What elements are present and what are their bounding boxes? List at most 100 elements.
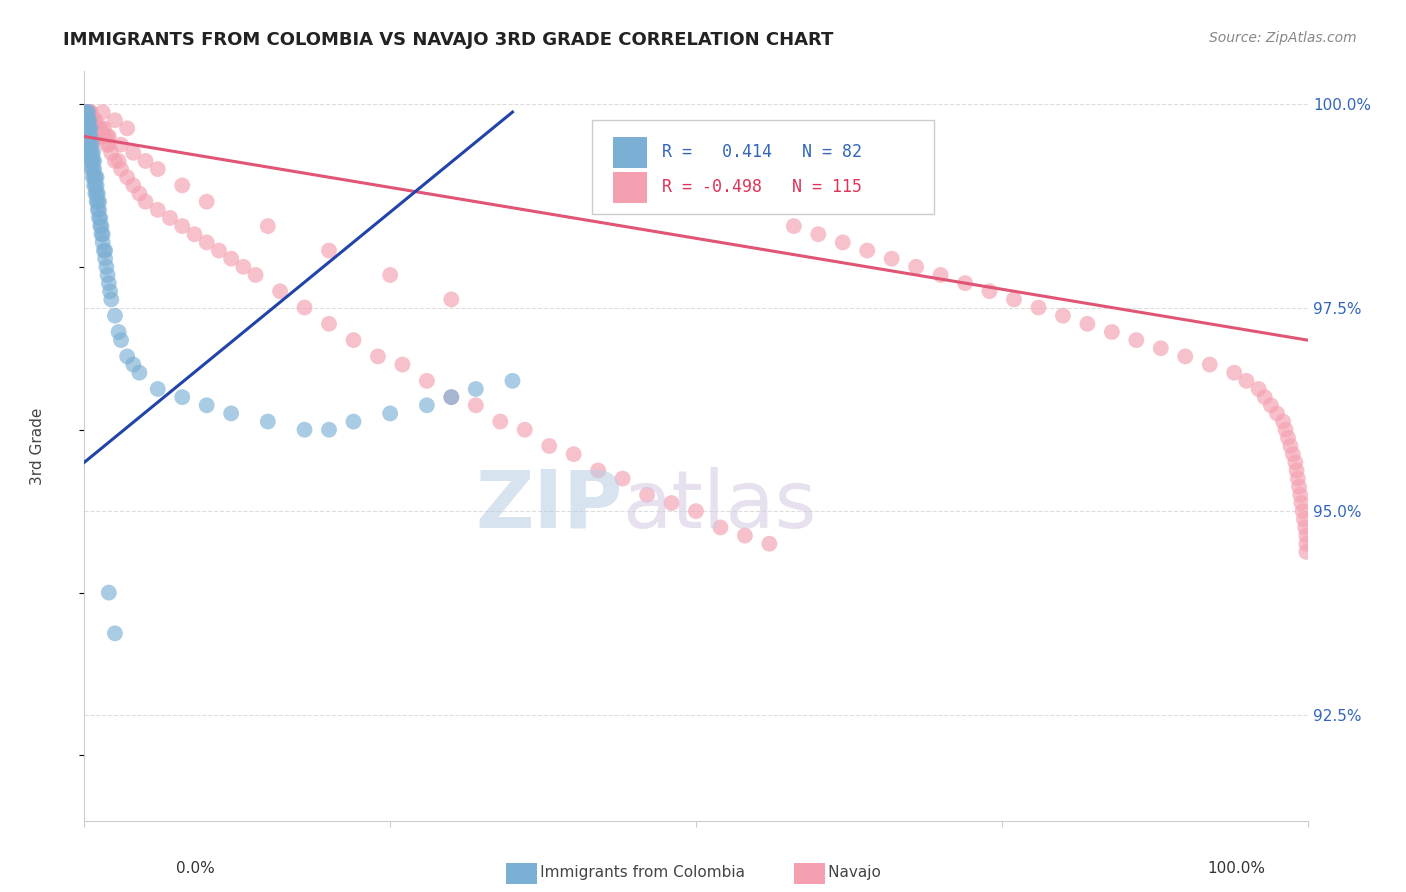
Point (219, 252, 242, 266)
Point (146, 162, 169, 177)
Point (110, 137, 132, 152)
Point (77, 137, 100, 152)
Point (80, 121, 103, 136)
Point (104, 626, 127, 640)
Point (90, 219, 112, 233)
Point (342, 415, 364, 429)
Point (342, 333, 364, 347)
Point (94, 129, 117, 144)
Point (489, 415, 512, 429)
Point (77, 113, 100, 128)
Point (219, 406, 242, 420)
Point (562, 447, 585, 461)
Point (79, 121, 101, 136)
Point (1285, 463, 1308, 477)
Point (87, 194, 110, 209)
Point (91, 105, 114, 120)
Text: 100.0%: 100.0% (1208, 861, 1265, 876)
Point (76, 121, 98, 136)
Point (1052, 309, 1074, 323)
Point (84, 186, 107, 201)
Point (195, 398, 218, 412)
Point (82, 170, 104, 185)
Point (464, 382, 486, 396)
Point (79, 105, 101, 120)
Point (1295, 528, 1317, 542)
Point (416, 398, 439, 412)
Point (783, 219, 806, 233)
Point (77, 121, 100, 136)
Point (97, 137, 120, 152)
Point (79, 105, 101, 120)
Point (94, 244, 117, 258)
Point (1028, 301, 1050, 315)
Point (416, 374, 439, 388)
Point (831, 235, 853, 250)
Point (440, 390, 463, 404)
Text: R = -0.498   N = 115: R = -0.498 N = 115 (662, 178, 862, 196)
Point (86, 178, 108, 193)
Point (1279, 439, 1302, 453)
Point (318, 423, 340, 437)
Point (880, 252, 903, 266)
Point (440, 293, 463, 307)
Point (807, 227, 830, 242)
Point (1291, 496, 1313, 510)
Text: Navajo: Navajo (794, 865, 882, 880)
Point (89, 129, 111, 144)
Point (612, 472, 634, 486)
Point (84, 170, 107, 185)
Point (979, 285, 1001, 299)
Text: Immigrants from Colombia: Immigrants from Colombia (506, 865, 745, 880)
Point (110, 162, 132, 177)
Point (1272, 415, 1295, 429)
Point (75, 105, 97, 120)
Point (115, 121, 138, 136)
Point (1223, 366, 1246, 380)
Text: IMMIGRANTS FROM COLOMBIA VS NAVAJO 3RD GRADE CORRELATION CHART: IMMIGRANTS FROM COLOMBIA VS NAVAJO 3RD G… (63, 31, 834, 49)
Point (97, 276, 120, 290)
Point (1292, 512, 1315, 526)
Point (89, 211, 111, 225)
Point (269, 285, 291, 299)
Point (84, 178, 107, 193)
Point (245, 268, 267, 282)
Point (87, 129, 110, 144)
Point (318, 317, 340, 331)
Point (440, 390, 463, 404)
Point (77, 121, 100, 136)
Point (1288, 480, 1310, 494)
Point (79, 153, 101, 168)
Point (1289, 488, 1312, 502)
Point (1282, 447, 1305, 461)
Point (172, 178, 194, 193)
Point (734, 528, 756, 542)
Point (91, 227, 114, 242)
Bar (613, 172, 647, 203)
Point (1254, 390, 1277, 404)
Point (159, 211, 181, 225)
Point (87, 121, 110, 136)
Point (91, 235, 114, 250)
Point (1076, 317, 1098, 331)
Point (1101, 325, 1123, 339)
Point (79, 129, 101, 144)
Point (75, 113, 97, 128)
Point (80, 162, 103, 177)
Point (685, 504, 707, 518)
Point (1260, 398, 1282, 412)
Point (100, 145, 122, 160)
Point (115, 350, 138, 364)
Point (86, 170, 108, 185)
Point (1265, 406, 1288, 420)
Point (208, 244, 231, 258)
Point (709, 520, 731, 534)
Point (84, 113, 107, 128)
Point (1198, 358, 1220, 372)
Point (232, 260, 254, 274)
Point (1286, 472, 1309, 486)
Point (953, 276, 976, 290)
Point (758, 537, 780, 551)
Point (586, 463, 609, 477)
Text: R =   0.414   N = 82: R = 0.414 N = 82 (662, 144, 862, 161)
